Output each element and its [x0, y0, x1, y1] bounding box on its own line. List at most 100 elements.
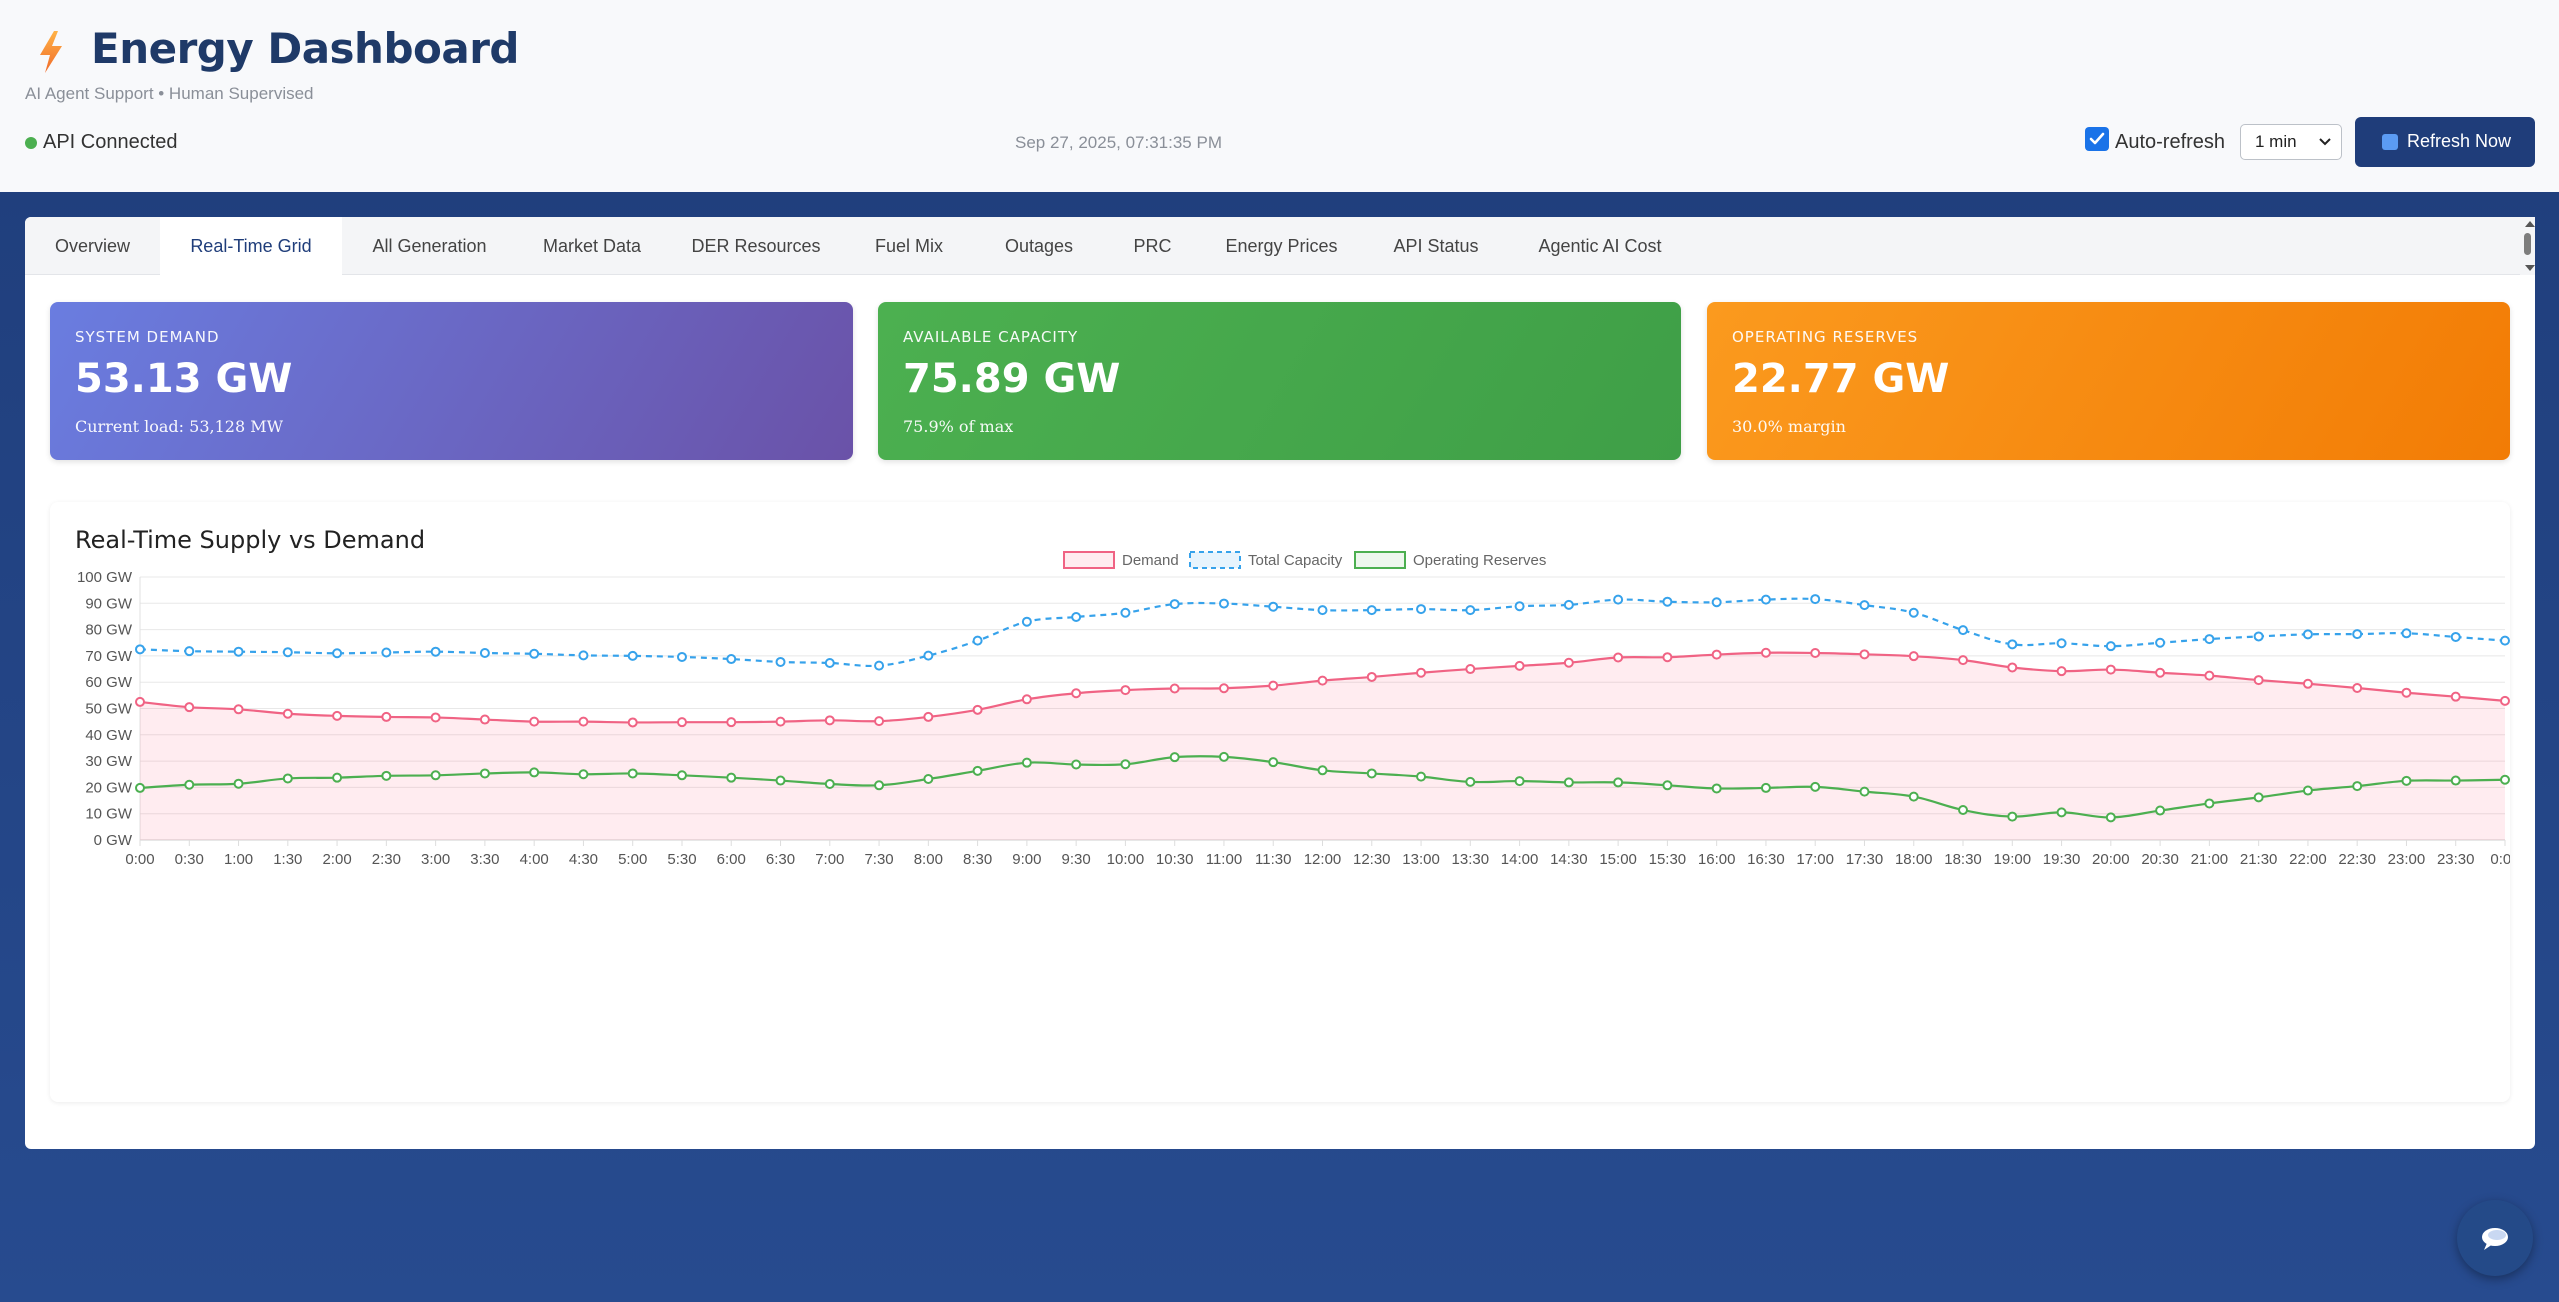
data-point — [1366, 605, 1377, 616]
data-point — [1958, 655, 1969, 666]
tab-prc[interactable]: PRC — [1133, 236, 1172, 256]
data-point — [184, 702, 195, 713]
data-point — [2253, 792, 2264, 803]
data-point — [1711, 783, 1722, 794]
data-point — [529, 716, 540, 727]
data-point — [2007, 811, 2018, 822]
data-point — [1218, 683, 1229, 694]
data-point — [726, 654, 737, 665]
data-point — [1416, 667, 1427, 678]
tab-agentic-ai-cost[interactable]: Agentic AI Cost — [1538, 236, 1662, 256]
header: Energy Dashboard AI Agent Support • Huma… — [0, 0, 2559, 192]
tab-api-status[interactable]: API Status — [1393, 236, 1479, 256]
data-point — [2401, 775, 2412, 786]
data-point — [1958, 805, 1969, 816]
data-point — [479, 648, 490, 659]
tab-all-generation[interactable]: All Generation — [372, 236, 487, 256]
data-point — [2352, 682, 2363, 693]
x-tick-label: 15:30 — [1649, 851, 1687, 868]
y-tick-label: 60 GW — [85, 674, 133, 691]
y-tick-label: 40 GW — [85, 727, 133, 744]
x-tick-label: 19:00 — [1994, 851, 2032, 868]
chat-button[interactable] — [2457, 1200, 2533, 1276]
data-point — [726, 717, 737, 728]
data-point — [824, 658, 835, 669]
data-point — [1810, 594, 1821, 605]
chevron-down-icon — [2319, 138, 2331, 146]
y-tick-label: 0 GW — [94, 832, 133, 849]
x-tick-label: 23:00 — [2388, 851, 2426, 868]
data-point — [2302, 678, 2313, 689]
data-point — [1268, 601, 1279, 612]
x-tick-label: 9:00 — [1012, 851, 1041, 868]
data-point — [2352, 781, 2363, 792]
x-tick-label: 6:30 — [766, 851, 795, 868]
tab-real-time-grid[interactable]: Real-Time Grid — [160, 217, 342, 275]
data-point — [923, 773, 934, 784]
data-point — [726, 772, 737, 783]
data-point — [2302, 629, 2313, 640]
data-point — [1169, 599, 1180, 610]
data-point — [2204, 798, 2215, 809]
x-tick-label: 23:30 — [2437, 851, 2475, 868]
x-tick-label: 11:00 — [1206, 851, 1242, 868]
data-point — [627, 650, 638, 661]
data-point — [1021, 616, 1032, 627]
tab-energy-prices[interactable]: Energy Prices — [1225, 236, 1338, 256]
data-point — [1662, 596, 1673, 607]
data-point — [2302, 785, 2313, 796]
data-point — [1760, 782, 1771, 793]
card-label: AVAILABLE CAPACITY — [903, 328, 1079, 346]
tab-fuel-mix[interactable]: Fuel Mix — [874, 236, 943, 256]
auto-refresh-checkbox[interactable] — [2085, 127, 2109, 151]
checkmark-icon — [2089, 132, 2105, 145]
refresh-now-button[interactable]: Refresh Now — [2355, 117, 2535, 167]
tab-overview[interactable]: Overview — [54, 236, 130, 256]
tab-market-data[interactable]: Market Data — [542, 236, 642, 256]
scrollbar-thumb[interactable] — [2524, 233, 2531, 255]
tab-outages[interactable]: Outages — [1004, 236, 1074, 256]
x-tick-label: 4:30 — [569, 851, 598, 868]
data-point — [972, 704, 983, 715]
data-point — [2155, 637, 2166, 648]
data-point — [282, 773, 293, 784]
data-point — [775, 716, 786, 727]
data-point — [824, 778, 835, 789]
tab-der-resources[interactable]: DER Resources — [691, 236, 821, 256]
y-tick-label: 30 GW — [85, 753, 133, 770]
data-point — [2056, 638, 2067, 649]
data-point — [1760, 594, 1771, 605]
data-point — [2500, 695, 2510, 706]
api-status-text: API Connected — [43, 131, 178, 153]
data-point — [332, 772, 343, 783]
x-tick-label: 15:00 — [1599, 851, 1637, 868]
data-point — [1317, 605, 1328, 616]
legend-swatch — [1354, 551, 1406, 569]
supply-demand-chart-card: Real-Time Supply vs Demand 0 GW 10 GW 20 G… — [50, 502, 2510, 1102]
x-tick-label: 2:00 — [322, 851, 351, 868]
system-demand-card: SYSTEM DEMAND 53.13 GW Current load: 53,… — [50, 302, 853, 460]
x-tick-label: 2:30 — [372, 851, 401, 868]
card-subtext: Current load: 53,128 MW — [75, 417, 284, 436]
data-point — [332, 648, 343, 659]
auto-refresh-label[interactable]: Auto-refresh — [2115, 131, 2226, 153]
x-tick-label: 13:30 — [1452, 851, 1490, 868]
data-point — [1760, 647, 1771, 658]
refresh-interval-value: 1 min — [2255, 132, 2297, 151]
x-tick-label: 22:30 — [2338, 851, 2376, 868]
refresh-interval-select[interactable]: 1 min — [2240, 124, 2342, 160]
lightning-bolt-icon — [40, 31, 62, 73]
data-point — [1662, 780, 1673, 791]
data-point — [135, 782, 145, 793]
chat-bubble-icon — [2482, 1228, 2508, 1250]
data-point — [1563, 599, 1574, 610]
data-point — [1120, 685, 1131, 696]
card-label: SYSTEM DEMAND — [75, 328, 220, 346]
data-point — [578, 716, 589, 727]
status-dot-icon — [25, 137, 37, 149]
data-point — [2007, 662, 2018, 673]
scroll-down-arrow-icon[interactable] — [2525, 265, 2535, 271]
data-point — [1169, 683, 1180, 694]
scroll-up-arrow-icon[interactable] — [2525, 221, 2535, 227]
data-point — [1071, 759, 1082, 770]
